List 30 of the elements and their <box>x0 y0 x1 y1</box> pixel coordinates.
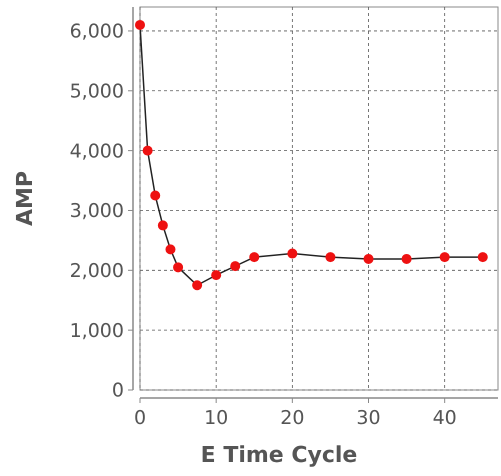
y-tick-label: 1,000 <box>70 320 124 342</box>
y-axis-title: AMP <box>13 170 38 226</box>
point <box>364 254 374 264</box>
x-tick-label: 10 <box>204 407 228 429</box>
x-tick-label: 40 <box>432 407 457 429</box>
point <box>211 270 222 280</box>
x-tick-label: 20 <box>280 407 304 429</box>
y-tick-label: 2,000 <box>70 260 124 282</box>
x-tick-label: 30 <box>356 407 381 429</box>
point <box>402 254 412 264</box>
x-tick-label: 0 <box>134 407 146 429</box>
y-tick-label: 0 <box>112 380 124 402</box>
point <box>325 252 336 262</box>
point <box>249 252 260 262</box>
point <box>230 261 240 272</box>
point <box>150 190 160 201</box>
point <box>135 20 145 30</box>
y-tick-label: 4,000 <box>70 140 124 162</box>
point <box>173 262 184 272</box>
point <box>158 220 168 230</box>
point <box>165 244 176 254</box>
point <box>192 280 202 290</box>
point <box>440 252 450 262</box>
point <box>478 252 488 262</box>
y-tick-label: 6,000 <box>70 20 124 43</box>
x-axis-title: E Time Cycle <box>200 443 358 468</box>
y-tick-label: 3,000 <box>70 200 124 222</box>
point <box>287 248 298 259</box>
y-tick-label: 5,000 <box>70 80 124 102</box>
point <box>142 146 153 156</box>
